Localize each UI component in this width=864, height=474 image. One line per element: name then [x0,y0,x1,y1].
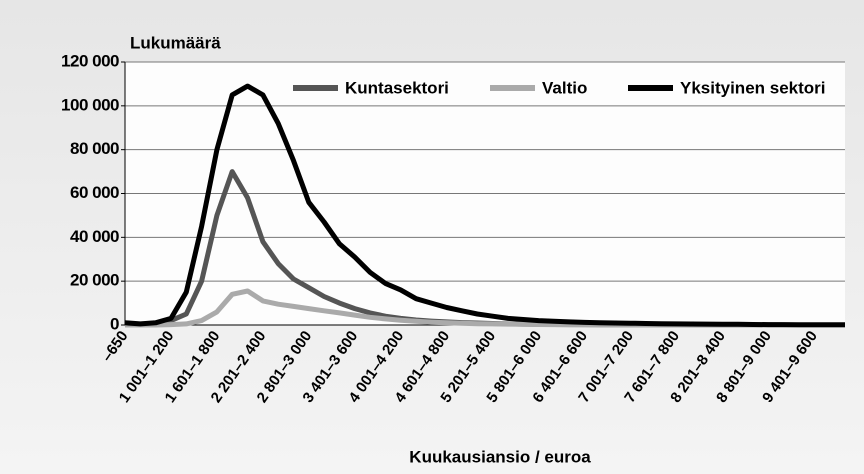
legend-label: Yksityinen sektori [680,78,826,97]
y-tick-label: 20 000 [70,271,119,290]
x-axis-title: Kuukausiansio / euroa [409,447,591,466]
legend-label: Kuntasektori [345,78,449,97]
y-tick-label: 0 [110,314,119,333]
y-tick-label: 60 000 [70,183,119,202]
y-tick-label: 120 000 [61,51,119,70]
x-tick-label: –650 [98,328,131,365]
y-tick-label: 100 000 [61,95,119,114]
y-tick-label: 40 000 [70,227,119,246]
y-axis-title: Lukumäärä [130,33,221,52]
legend-label: Valtio [542,78,587,97]
series-line [124,83,845,328]
y-tick-label: 80 000 [70,139,119,158]
